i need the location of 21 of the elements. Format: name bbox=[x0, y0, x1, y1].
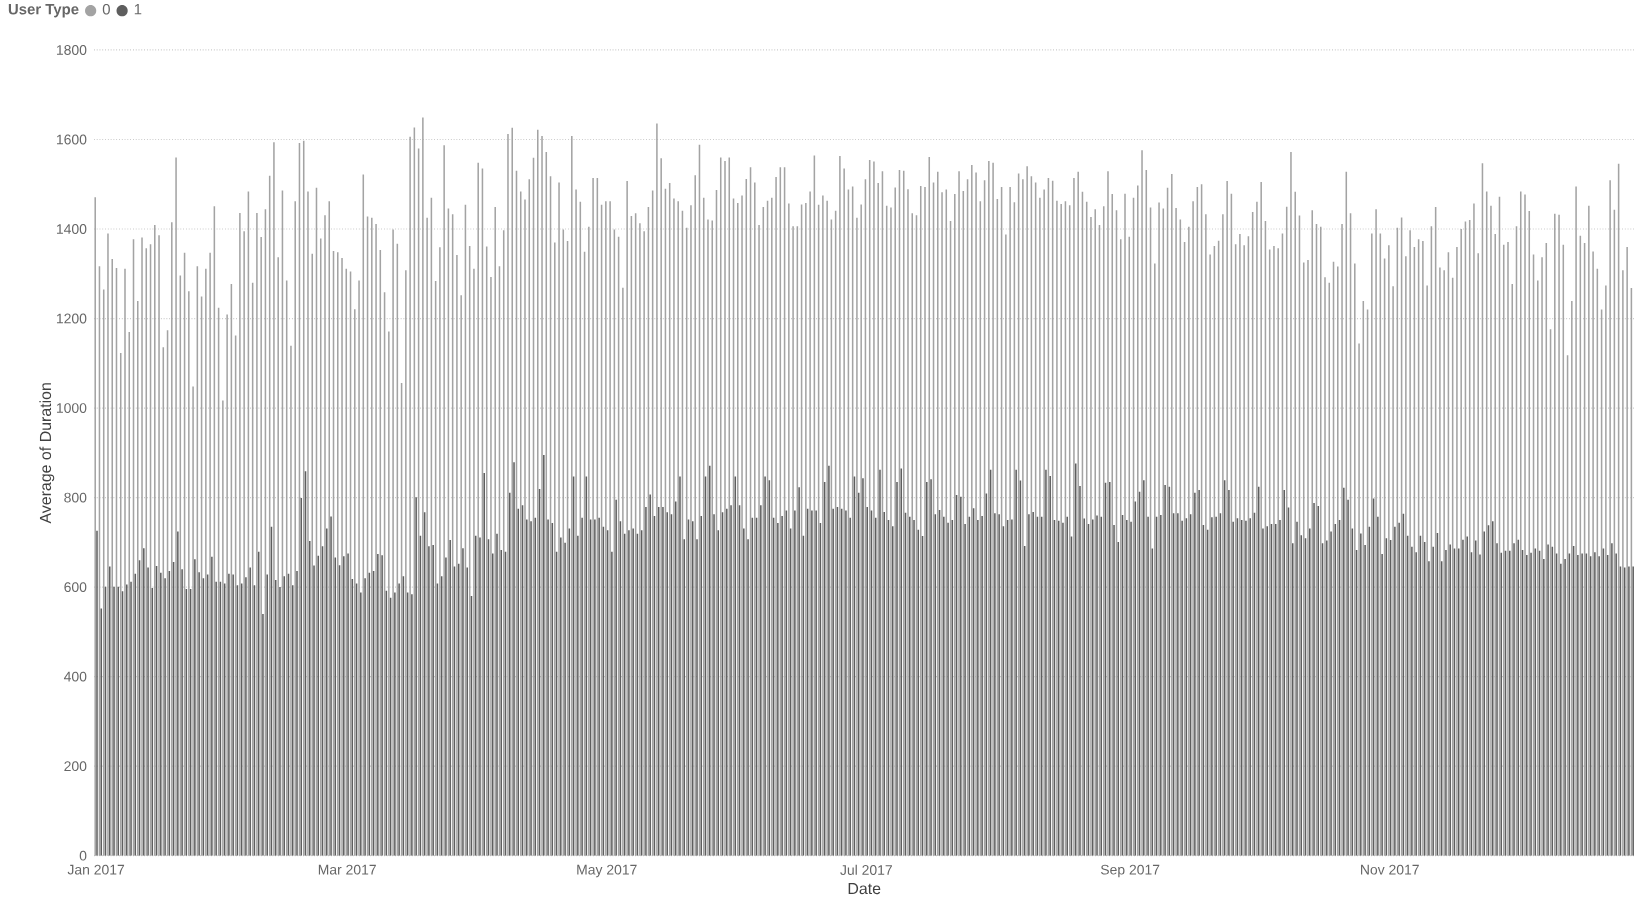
x-axis-title: Date bbox=[848, 883, 881, 895]
x-tick-label: Mar 2017 bbox=[318, 864, 376, 875]
y-tick-label: 1400 bbox=[56, 224, 87, 235]
y-tick-label: 400 bbox=[63, 671, 87, 682]
y-tick-label: 1800 bbox=[56, 45, 87, 56]
y-tick-label: 1600 bbox=[56, 134, 87, 145]
legend-label: 0 bbox=[102, 4, 110, 15]
y-tick-label: 1200 bbox=[56, 313, 87, 324]
x-tick-label: Jul 2017 bbox=[840, 864, 892, 876]
y-tick-label: 600 bbox=[64, 582, 87, 593]
x-tick-label: Sep 2017 bbox=[1100, 864, 1160, 878]
y-tick-label: 200 bbox=[64, 761, 87, 772]
legend-label: 1 bbox=[134, 4, 142, 15]
x-tick-label: Nov 2017 bbox=[1361, 864, 1419, 875]
y-tick-label: 1000 bbox=[56, 403, 87, 414]
x-tick-label: Jan 2017 bbox=[67, 864, 125, 875]
y-tick-label: 0 bbox=[79, 850, 87, 861]
legend-title: User Type bbox=[8, 4, 79, 18]
x-tick-label: May 2017 bbox=[577, 864, 637, 878]
y-tick-label: 800 bbox=[64, 492, 87, 503]
y-axis-title: Average of Duration bbox=[39, 383, 55, 524]
